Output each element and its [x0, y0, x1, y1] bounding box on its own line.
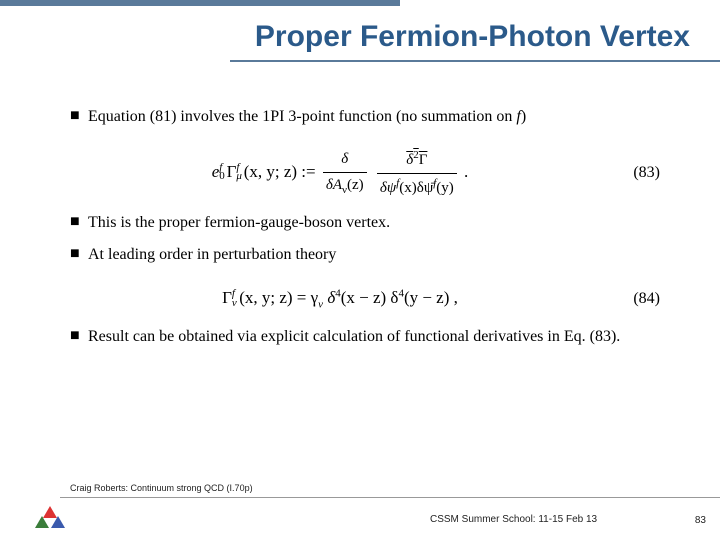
- leading-text: At leading order in perturbation theory: [88, 243, 660, 267]
- title-underline: [230, 60, 720, 62]
- intro-suffix: -point function (no summation on: [296, 108, 516, 125]
- eq84-gamma: Γ: [222, 288, 232, 307]
- bullet-square: ■: [70, 104, 88, 128]
- eq83-f2d-c: (y): [436, 180, 454, 196]
- footer-left: Craig Roberts: Continuum strong QCD (I.7…: [70, 483, 253, 493]
- eq83-args: (x, y; z) :=: [244, 162, 320, 181]
- eq83-f2n-bar: Γ: [419, 152, 428, 168]
- eq83-dot: .: [464, 162, 468, 181]
- eq83-f2d-b: (x)δψ̄: [399, 180, 433, 196]
- bullet-square-3: ■: [70, 242, 88, 266]
- eq84-d1: δ: [323, 288, 335, 307]
- triangle-logo: [35, 506, 65, 530]
- bullet-square-4: ■: [70, 324, 88, 348]
- bullet-square-2: ■: [70, 210, 88, 234]
- footer-right: CSSM Summer School: 11-15 Feb 13: [430, 514, 597, 525]
- eq83-f1d-pre: δA: [326, 177, 342, 193]
- title-area: Proper Fermion-Photon Vertex: [255, 20, 690, 54]
- eq83-sub-mu: μ: [236, 168, 242, 185]
- leading-row: ■ At leading order in perturbation theor…: [70, 243, 660, 267]
- gauge-row: ■ This is the proper fermion-gauge-boson…: [70, 211, 660, 235]
- footer-divider: [60, 497, 720, 498]
- equation-84: Γfν (x, y; z) = γν δ4(x − z) δ4(y − z) ,: [70, 285, 610, 313]
- eq83-gamma: Γ: [227, 162, 237, 181]
- result-row: ■ Result can be obtained via explicit ca…: [70, 325, 660, 349]
- top-accent-bar: [0, 0, 400, 6]
- logo-triangle-green: [35, 516, 49, 528]
- intro-text: Equation (81) involves the 1PI 3-point f…: [88, 105, 660, 129]
- eq83-frac1: δ δAν(z): [323, 148, 367, 198]
- content-block: ■ Equation (81) involves the 1PI 3-point…: [70, 105, 660, 357]
- page-title: Proper Fermion-Photon Vertex: [255, 20, 690, 54]
- gauge-text: This is the proper fermion-gauge-boson v…: [88, 211, 660, 235]
- equation-83: ef0 Γfμ (x, y; z) := δ δAν(z) δ2Γ δψf(x)…: [70, 147, 610, 199]
- result-text: Result can be obtained via explicit calc…: [88, 325, 660, 349]
- eq83-frac2: δ2Γ δψf(x)δψ̄f(y): [377, 147, 457, 199]
- eq84-number: (84): [610, 287, 660, 311]
- eq84-arg1: (x − z) δ: [341, 288, 399, 307]
- eq83-f2d-a: δψ: [380, 180, 396, 196]
- eq83-number: (83): [610, 161, 660, 185]
- eq83-f1d-suf: (z): [347, 177, 364, 193]
- intro-prefix: Equation (81) involves the 1PI: [88, 108, 288, 125]
- logo-triangle-blue: [51, 516, 65, 528]
- eq84-arg2: (y − z) ,: [404, 288, 458, 307]
- page-number: 83: [695, 515, 706, 526]
- eq83-sub-0: 0: [219, 168, 225, 185]
- eq84-sub-nu: ν: [232, 295, 237, 312]
- eq83-f1n: δ: [341, 151, 348, 167]
- intro-row: ■ Equation (81) involves the 1PI 3-point…: [70, 105, 660, 129]
- eq84-args: (x, y; z) = γ: [239, 288, 318, 307]
- equation-83-row: ef0 Γfμ (x, y; z) := δ δAν(z) δ2Γ δψf(x)…: [70, 147, 660, 199]
- intro-end: ): [521, 108, 526, 125]
- equation-84-row: Γfν (x, y; z) = γν δ4(x − z) δ4(y − z) ,…: [70, 285, 660, 313]
